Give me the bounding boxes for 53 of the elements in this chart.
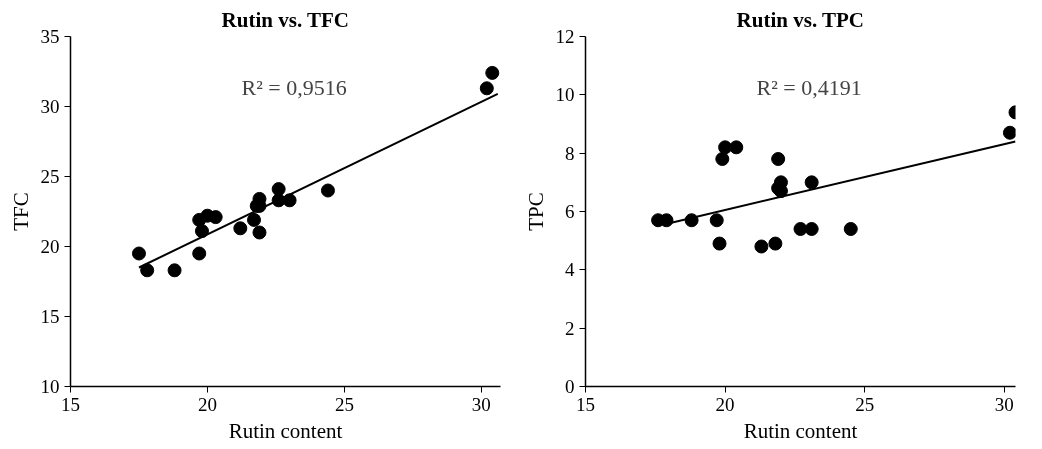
x-tick-label: 30 — [471, 393, 491, 415]
x-tick-label: 15 — [61, 393, 80, 415]
x-axis-title: Rutin content — [743, 418, 858, 443]
point — [793, 222, 808, 236]
y-tick-label: 25 — [40, 166, 60, 187]
point — [804, 175, 819, 190]
y-tick-label: 30 — [40, 96, 60, 117]
point — [192, 246, 207, 261]
point — [1002, 125, 1016, 140]
x-tick-label: 20 — [715, 393, 735, 415]
y-tick-label: 35 — [40, 26, 60, 47]
y-tick-label: 0 — [565, 376, 575, 397]
y-tick-label: 15 — [40, 306, 60, 327]
point — [140, 263, 155, 278]
point — [768, 236, 783, 251]
point — [843, 222, 858, 236]
point — [709, 213, 724, 228]
point — [282, 193, 297, 208]
y-tick-label: 10 — [555, 84, 575, 106]
y-tick-label: 10 — [40, 376, 60, 397]
point — [247, 212, 261, 227]
annotation: R² = 0,9516 — [241, 74, 347, 100]
y-tick-label: 6 — [565, 201, 575, 222]
point — [233, 221, 248, 236]
y-tick-label: 4 — [565, 259, 575, 281]
point — [194, 224, 209, 239]
point — [320, 183, 335, 198]
point — [208, 210, 223, 225]
x-tick-label: 20 — [197, 393, 217, 415]
y-axis-title: TFC — [8, 192, 33, 231]
point — [167, 263, 182, 278]
y-tick-label: 12 — [555, 26, 575, 47]
point — [479, 81, 494, 96]
point — [804, 222, 819, 236]
chart-title: Rutin vs. TPC — [736, 7, 865, 32]
point — [712, 236, 727, 251]
point — [252, 225, 267, 240]
x-axis-title: Rutin content — [228, 418, 343, 443]
annotation: R² = 0,4191 — [756, 74, 862, 100]
x-tick-label: 25 — [334, 393, 354, 415]
x-tick-label: 30 — [994, 393, 1014, 415]
chart-title: Rutin vs. TFC — [221, 7, 350, 32]
point — [729, 140, 744, 155]
y-tick-label: 20 — [40, 236, 60, 257]
point — [771, 152, 786, 166]
point — [131, 246, 146, 261]
point — [485, 65, 500, 80]
y-tick-label: 8 — [565, 142, 575, 164]
point — [715, 152, 730, 166]
y-axis-title: TPC — [523, 192, 548, 231]
point — [754, 239, 769, 254]
y-tick-label: 2 — [565, 317, 575, 339]
x-tick-label: 25 — [855, 393, 875, 415]
